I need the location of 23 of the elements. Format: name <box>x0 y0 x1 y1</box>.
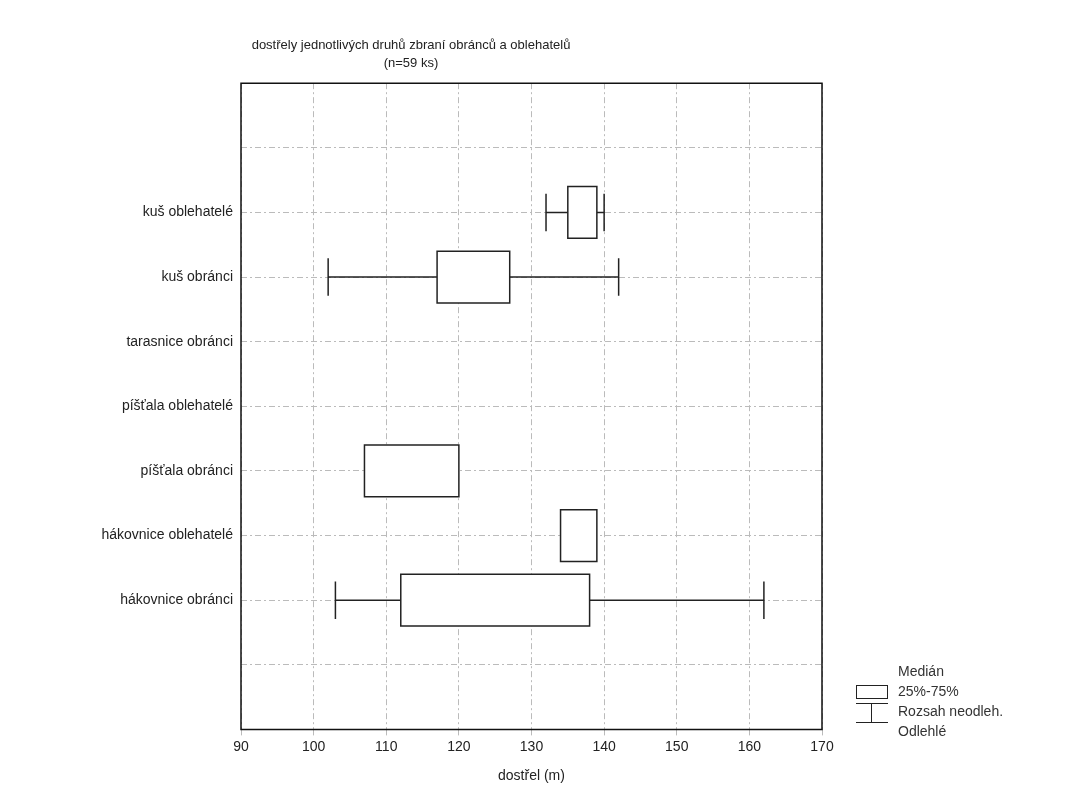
x-tick-label: 120 <box>447 737 471 754</box>
x-tick-label: 140 <box>592 737 617 754</box>
y-tick-label: píšťala oblehatelé <box>121 397 234 414</box>
y-tick-label: hákovnice obránci <box>120 591 233 608</box>
y-tick-label: píšťala obránci <box>140 461 233 478</box>
x-tick-label: 150 <box>665 737 689 754</box>
y-tick-label: kuš oblehatelé <box>142 203 234 220</box>
x-tick-label: 130 <box>519 737 544 754</box>
x-tick-label: 110 <box>375 737 398 754</box>
text: 25%-75% <box>897 682 960 702</box>
text: Medián <box>897 662 945 682</box>
text: Rozsah neodleh. <box>897 702 1004 722</box>
x-tick-label: 160 <box>737 737 762 754</box>
chart-subtitle: (n=59 ks) <box>383 54 439 70</box>
x-tick-label: 90 <box>233 737 249 754</box>
y-tick-label: kuš obránci <box>161 267 233 284</box>
y-tick-label: tarasnice obránci <box>126 332 233 349</box>
x-axis-title: dostřel (m) <box>498 767 565 784</box>
y-tick-label: hákovnice oblehatelé <box>101 526 234 543</box>
chart-title: dostřely jednotlivých druhů zbraní obránců a oblehatelů <box>251 37 571 53</box>
text: Odlehlé <box>897 722 948 742</box>
x-tick-label: 100 <box>301 737 326 754</box>
x-tick-label: 170 <box>810 737 834 754</box>
